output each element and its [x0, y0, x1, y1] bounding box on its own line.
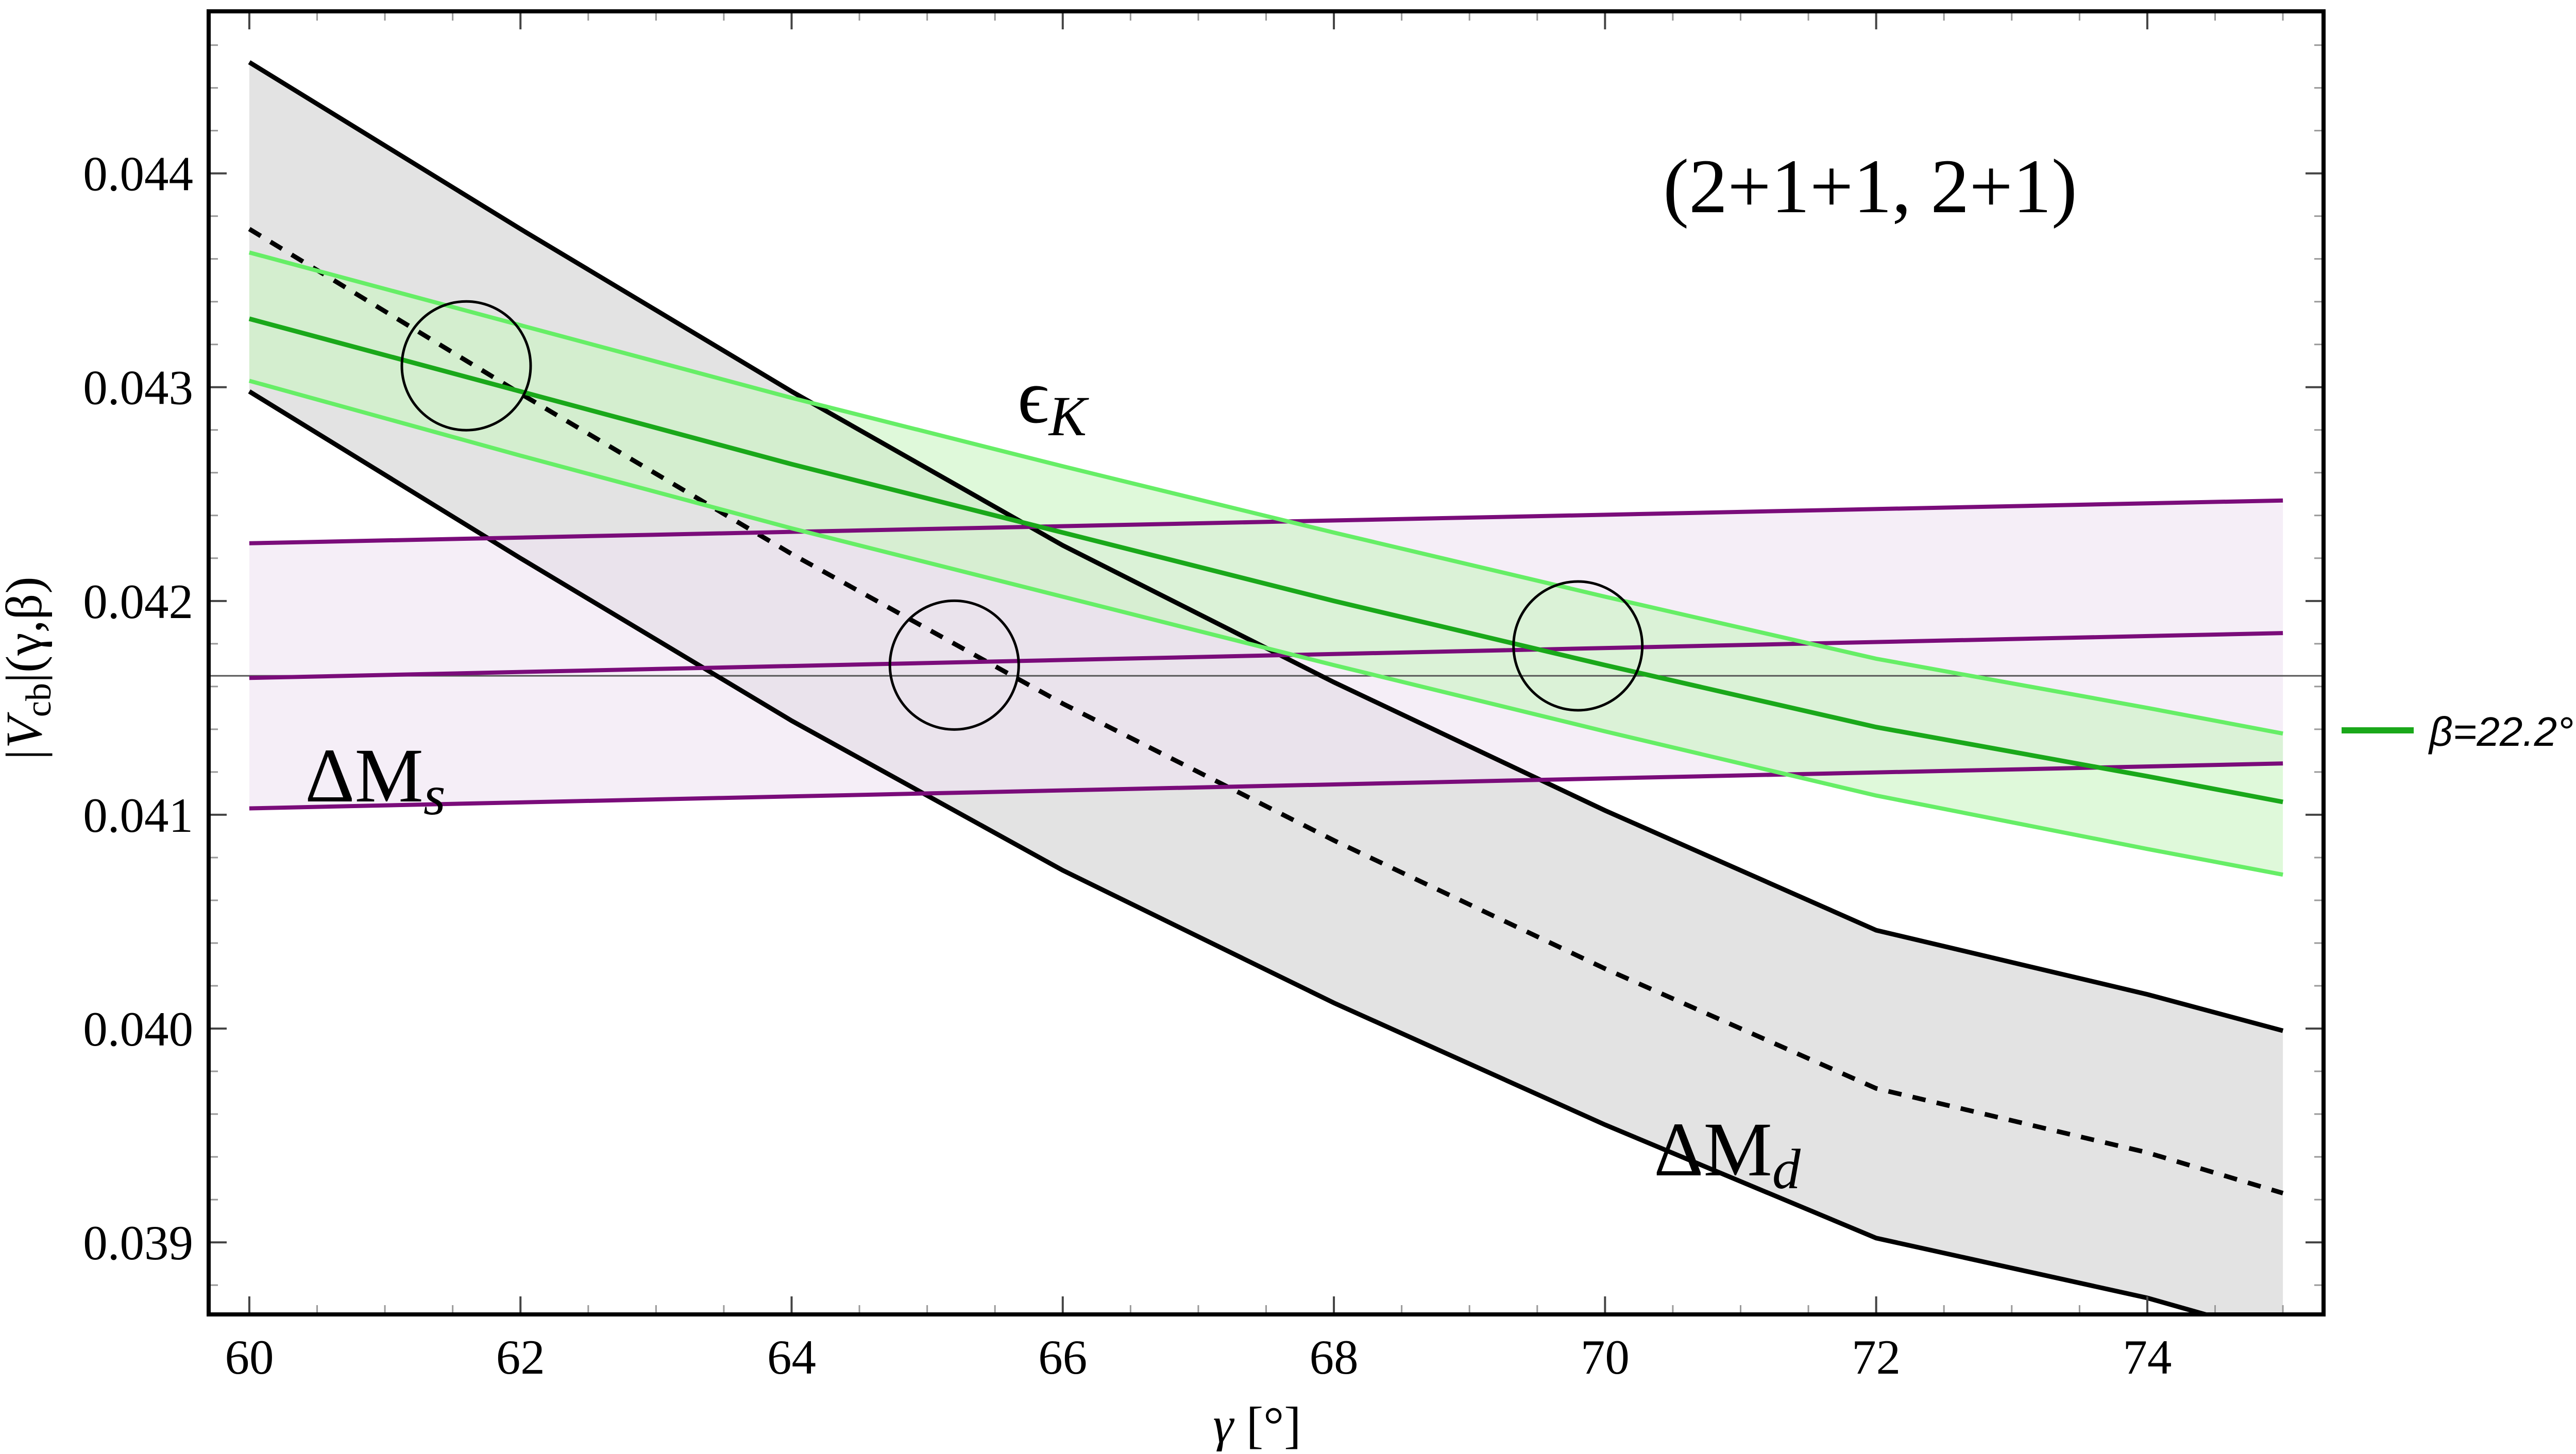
y-tick-label: 0.041 [83, 788, 193, 843]
band-lower-eK [248, 379, 2283, 877]
band-lower-dMd [248, 389, 2214, 1314]
intersection-circle-2 [888, 599, 1020, 731]
x-tick-label: 72 [1852, 1330, 1901, 1384]
delta-md-label-main: ΔM [1654, 1107, 1772, 1192]
x-tick-label: 74 [2123, 1330, 2172, 1384]
intersection-circle-3 [1512, 580, 1644, 712]
delta-md-label-sub: d [1772, 1138, 1801, 1201]
x-tick-label: 62 [496, 1330, 545, 1384]
band-central-dMd [248, 227, 2284, 1195]
band-lower-dMs [249, 761, 2283, 811]
chart-annotation: (2+1+1, 2+1) [1663, 144, 2077, 229]
circles-layer [400, 300, 1644, 731]
band-upper-dMd [248, 60, 2284, 1033]
curves-layer [248, 60, 2284, 1314]
x-tick-label: 68 [1310, 1330, 1359, 1384]
y-tick-label: 0.040 [83, 1002, 193, 1056]
band-upper-eK [248, 250, 2283, 736]
x-axis-title: γ [°] [1213, 1396, 1301, 1451]
y-tick-label: 0.043 [83, 361, 193, 415]
y-tick-label: 0.042 [83, 574, 193, 629]
plot-frame [207, 9, 2326, 1316]
delta-ms-label-main: ΔM [305, 733, 423, 818]
eps-k-label-main: ϵ [1018, 354, 1049, 439]
x-axis-title-var: γ [1213, 1396, 1235, 1451]
y-tick-label: 0.044 [83, 147, 193, 201]
legend: β=22.2° [2342, 709, 2573, 755]
legend-label: β=22.2° [2428, 709, 2573, 755]
delta-md-label: ΔMd [1654, 1107, 1801, 1201]
band-central-dMs [249, 631, 2283, 680]
intersection-circle-1 [400, 300, 532, 432]
y-axis-title-tail: |(γ,β) [0, 576, 53, 683]
eps-k-label-sub: K [1048, 385, 1090, 448]
eps-k-label: ϵK [1018, 354, 1090, 448]
delta-ms-label-sub: s [423, 764, 446, 827]
x-tick-label: 60 [225, 1330, 274, 1384]
y-axis-title: |Vcb|(γ,β) [0, 576, 59, 762]
x-tick-label: 66 [1038, 1330, 1087, 1384]
bands-layer [249, 62, 2283, 1314]
delta-ms-label: ΔMs [305, 733, 446, 827]
x-tick-label: 64 [767, 1330, 816, 1384]
x-tick-label: 70 [1581, 1330, 1630, 1384]
y-axis-title-sub: cb [19, 683, 59, 717]
y-axis-title-main: |V [0, 712, 53, 762]
y-tick-label: 0.039 [83, 1216, 193, 1270]
band-upper-dMs [249, 498, 2283, 545]
band-central-eK [248, 316, 2283, 805]
x-axis-title-unit: [°] [1233, 1396, 1301, 1451]
band-fill-eK [249, 252, 2283, 875]
